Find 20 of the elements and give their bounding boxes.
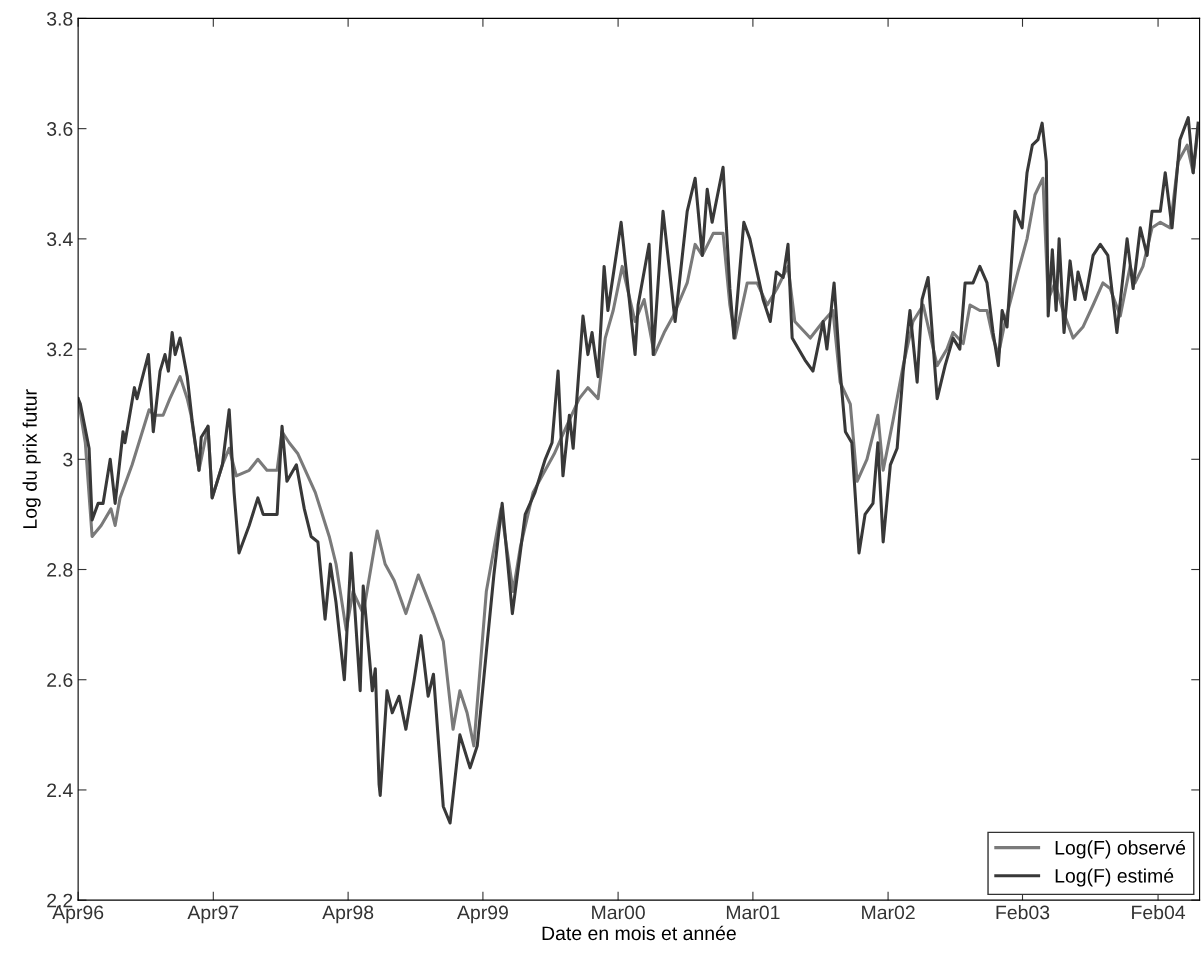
legend-label: Log(F) observé	[1055, 840, 1186, 859]
x-axis-title: Date en mois et année	[542, 925, 736, 941]
x-tick-label: Feb04	[1132, 905, 1186, 920]
y-tick-label: 3.6	[46, 122, 73, 136]
x-tick-label: Apr97	[187, 905, 239, 924]
y-tick-label: 3	[63, 452, 73, 467]
legend-label: Log(F) estimé	[1055, 868, 1174, 887]
x-tick-label: Mar02	[862, 905, 915, 920]
y-tick-label: 2.6	[47, 673, 73, 687]
y-tick-label: 2.4	[47, 783, 73, 797]
x-tick-label: Mar01	[726, 905, 780, 920]
x-tick-label: Mar00	[592, 905, 645, 920]
x-tick-label: Feb03	[996, 905, 1050, 920]
x-tick-label: Apr98	[322, 905, 374, 924]
y-tick-label: 2.8	[47, 562, 73, 577]
x-tick-label: Apr99	[457, 905, 508, 924]
y-tick-label: 3.4	[46, 232, 73, 247]
y-tick-label: 3.8	[46, 11, 73, 26]
y-tick-label: 3.2	[46, 342, 73, 357]
y-axis-title: Log du prix futur	[22, 389, 41, 528]
